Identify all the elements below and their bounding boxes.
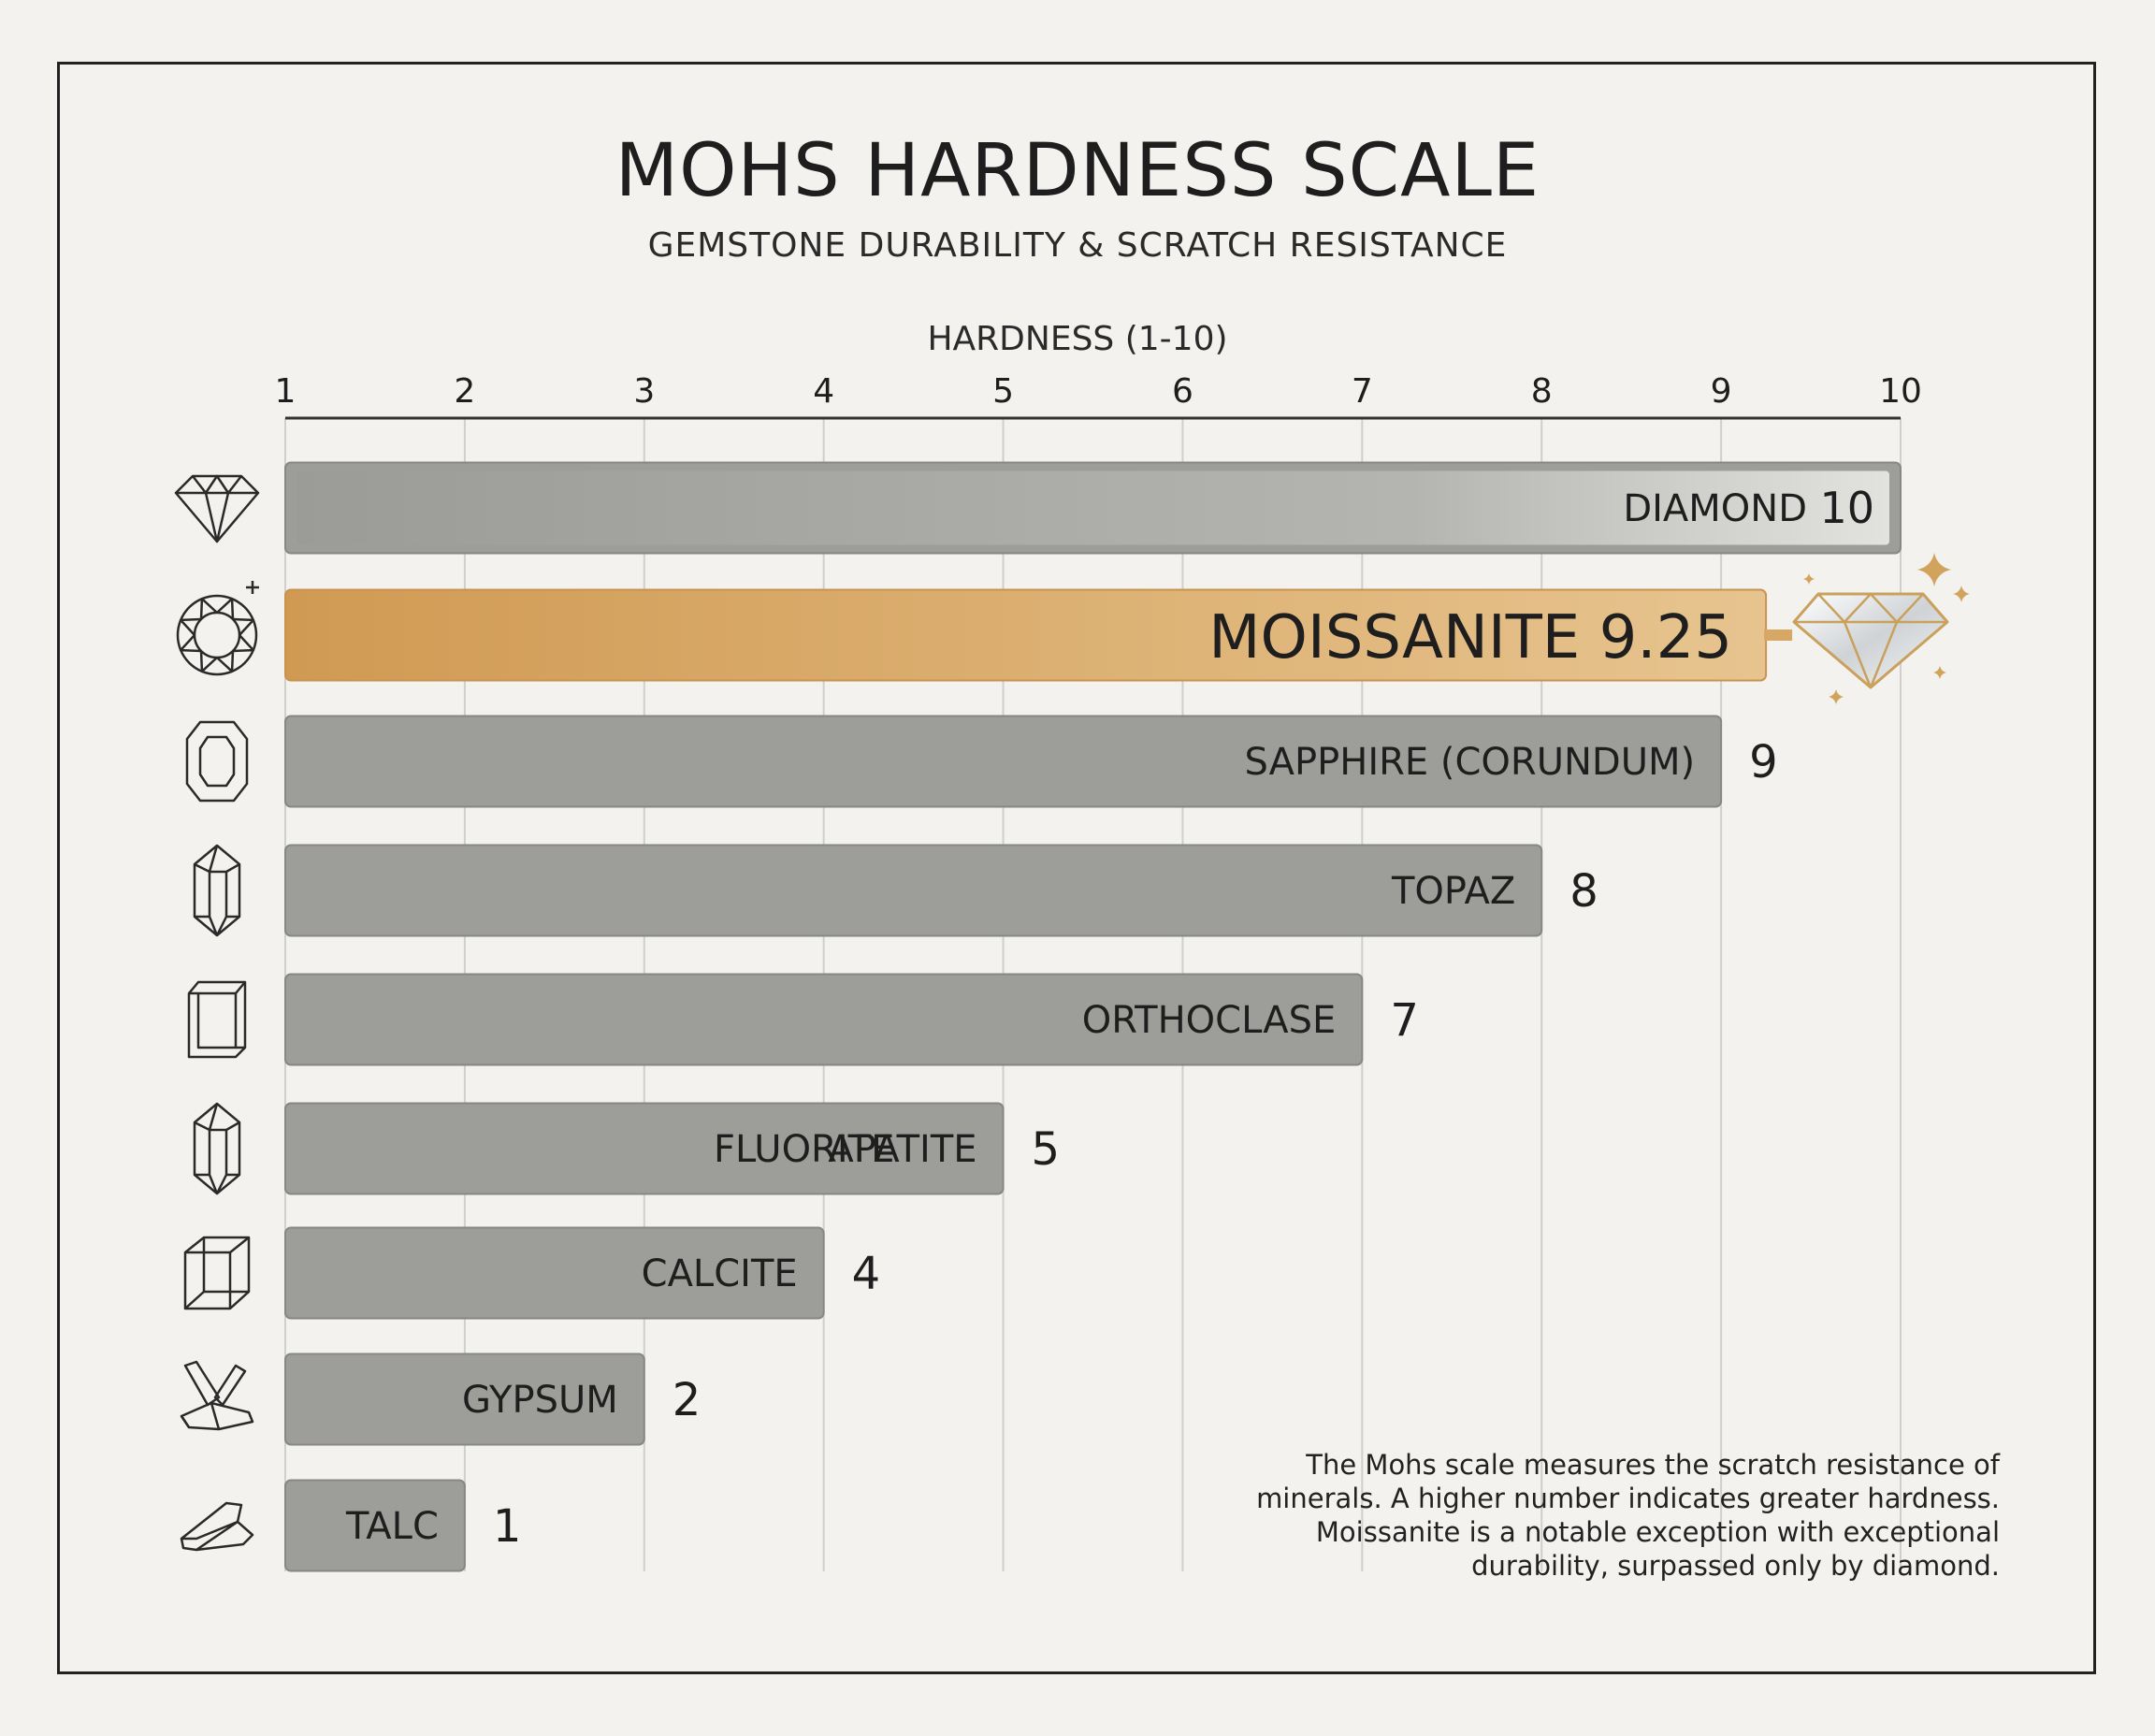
bar — [284, 1102, 1005, 1195]
bar-group: APATITE 5 FLUORITE — [284, 1102, 1061, 1195]
bar-label: SAPPHIRE (CORUNDUM) — [1245, 741, 1696, 784]
bar — [284, 973, 1364, 1066]
bar-group: TALC 1 — [284, 1479, 522, 1572]
bar-label: TOPAZ — [1391, 870, 1515, 913]
x-tick-label: 4 — [813, 372, 834, 411]
x-tick-label: 3 — [633, 372, 655, 411]
bar — [284, 715, 1723, 808]
bar-value-label: 5 — [1032, 1123, 1061, 1176]
x-tick-label: 6 — [1172, 372, 1193, 411]
diamond-icon — [174, 474, 260, 543]
chart-subtitle: GEMSTONE DURABILITY & SCRATCH RESISTANCE — [647, 226, 1508, 265]
tabular-crystal-icon — [187, 980, 247, 1059]
explanatory-note: The Mohs scale measures the scratch resi… — [1216, 1448, 2000, 1583]
bar-label: ORTHOCLASE — [1082, 999, 1337, 1042]
x-tick-label: 8 — [1531, 372, 1553, 411]
flat-stone-icon — [180, 1501, 254, 1552]
sparkling-diamond-icon — [1764, 553, 1970, 704]
x-tick-label: 9 — [1711, 372, 1732, 411]
bar — [284, 1479, 466, 1572]
x-tick-label: 2 — [454, 372, 475, 411]
bar-value-label: 4 — [852, 1248, 881, 1300]
crystal-cluster-icon — [180, 1360, 254, 1431]
bar-label: MOISSANITE 9.25 — [1208, 603, 1732, 673]
x-tick-label: 10 — [1879, 372, 1922, 411]
bar-label: TALC — [345, 1505, 439, 1548]
x-tick-label: 5 — [992, 372, 1014, 411]
bar-value-label: 8 — [1569, 865, 1598, 918]
bar-label: CALCITE — [642, 1252, 798, 1295]
bar-group: ORTHOCLASE 7 — [284, 973, 1419, 1066]
bar-value-label: 9 — [1749, 736, 1778, 788]
bar-group: TOPAZ 8 — [284, 844, 1598, 937]
prism-crystal-icon — [193, 844, 241, 937]
bar-value-label: 1 — [493, 1500, 522, 1553]
bar-group: SAPPHIRE (CORUNDUM) 9 — [284, 715, 1778, 808]
note-line: Moissanite is a notable exception with e… — [1315, 1516, 2000, 1548]
bar-label: APATITE — [828, 1128, 976, 1171]
bar-group: CALCITE 4 — [284, 1226, 881, 1320]
bar-label: DIAMOND — [1623, 487, 1807, 530]
cube-crystal-icon — [183, 1236, 251, 1310]
bar-secondary-label: FLUORITE — [714, 1128, 894, 1171]
bar — [284, 1353, 645, 1446]
note-line: The Mohs scale measures the scratch resi… — [1306, 1449, 2000, 1481]
note-line: durability, surpassed only by diamond. — [1471, 1550, 2000, 1582]
bar-sheen — [296, 470, 1889, 545]
chart-title: MOHS HARDNESS SCALE — [615, 129, 1540, 213]
x-tick-label: 7 — [1352, 372, 1373, 411]
note-line: minerals. A higher number indicates grea… — [1256, 1483, 2000, 1514]
bar-group: DIAMOND 10 — [284, 461, 1902, 555]
bar-group: GYPSUM 2 — [284, 1353, 701, 1446]
octagon-gem-icon — [185, 720, 249, 803]
bar-value-label: 10 — [1819, 483, 1874, 533]
bar-value-label: 7 — [1390, 994, 1419, 1047]
bar — [284, 1226, 825, 1320]
x-tick-label: 1 — [275, 372, 296, 411]
bar-label: GYPSUM — [462, 1379, 618, 1422]
hexagonal-crystal-icon — [193, 1102, 241, 1195]
bar-group: MOISSANITE 9.25 — [284, 588, 1768, 682]
bar-value-label: 2 — [673, 1374, 701, 1426]
x-axis-title: HARDNESS (1-10) — [927, 320, 1228, 358]
bar — [284, 844, 1543, 937]
round-brilliant-gem-icon — [176, 581, 259, 676]
